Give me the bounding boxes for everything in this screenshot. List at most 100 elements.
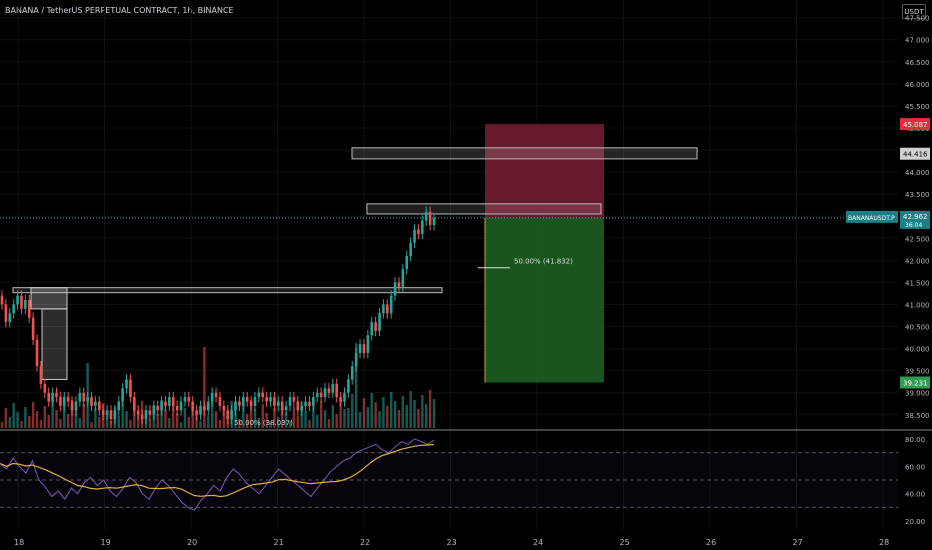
candle [156,405,159,411]
volume-bar [164,409,167,428]
candle [214,392,218,398]
volume-bar [117,416,120,428]
candle [125,379,128,389]
candle [238,401,241,406]
currency-button[interactable]: USDT [902,4,926,19]
time-tick-label: 21 [274,538,284,547]
volume-bar [292,407,296,428]
volume-bar [428,390,432,428]
candle [292,397,296,402]
price-grid [0,0,898,530]
candle [121,388,124,402]
candle [8,313,12,323]
time-tick-label: 25 [620,538,630,547]
level-price-tag-bg [900,147,930,160]
candle [405,255,409,270]
volume-bar [358,412,362,428]
volume-bar [168,418,171,428]
volume-bar [362,398,366,428]
target-zone [485,217,604,383]
volume-bar [366,407,370,428]
volume-bar [323,410,327,428]
candle [424,211,428,221]
candle [409,242,412,256]
price-tick-label: 46.000 [905,81,930,89]
candle [101,410,105,415]
volume-bar [179,422,183,428]
candle [191,401,195,411]
candle [347,379,350,393]
resistance-box [351,147,698,160]
candle [417,229,420,234]
candle [152,405,156,415]
rsi-tick-label: 80.00 [905,436,925,444]
candle [296,401,300,411]
fib-mid-label: 50.00% (41.832) [514,258,573,266]
candle [94,401,97,406]
candle [113,410,117,420]
candle [230,410,233,420]
rsi-ma-line [0,443,435,498]
candle [277,401,280,406]
candle [55,392,58,398]
volume-bar [304,411,307,428]
candle [144,410,148,420]
time-tick-label: 18 [14,538,24,547]
candle [257,392,261,398]
volume-bar [183,408,187,428]
volume-bar [28,416,31,428]
candle [20,295,23,309]
stop-zone [485,124,604,218]
candle [432,217,436,226]
candle [109,410,113,420]
candle [269,397,272,402]
candle [206,401,210,411]
candle [358,344,362,353]
candle [86,397,89,402]
candle [39,366,43,384]
candle [265,397,268,402]
symbol-tag-bg [846,210,898,223]
volume-bar [156,414,159,428]
price-tick-label: 39.500 [905,368,930,376]
candle [90,397,93,406]
countdown-label: 36:04 [905,222,922,229]
time-tick-label: 19 [101,538,111,547]
time-tick-label: 23 [447,538,457,547]
lower-box [12,287,443,294]
volume-bar [331,405,335,428]
volume-bar [413,400,416,428]
volume-bar [12,403,15,428]
candle [78,392,82,402]
price-tick-label: 40.000 [905,346,930,354]
time-tick-label: 27 [793,538,803,547]
candle [117,401,121,411]
price-tick-label: 46.500 [905,59,930,67]
volume-bar [66,414,70,428]
candle [339,397,342,402]
candle [300,405,303,411]
volume-bar [421,395,424,428]
volume-bar [238,419,241,428]
volume-bar [39,420,43,428]
volume-bar [78,418,82,428]
volume-bar [82,404,85,428]
volume-bar [354,343,358,428]
candle [168,397,171,406]
volume-bar [203,347,206,428]
last-price-tag-bg [900,210,930,229]
candle [133,397,136,411]
volume-bar [343,409,346,428]
fib-low-label: 50.00% (38.037) [234,419,293,427]
volume-bar [409,391,412,428]
volume-bar [417,409,420,428]
volume-bar [187,417,191,428]
volume-bar [222,406,226,428]
volume-bar [137,415,140,428]
price-tick-label: 41.500 [905,279,930,287]
volume-bar [397,410,401,428]
volume-bar [257,418,261,428]
candle [393,282,397,296]
candle [382,304,385,314]
